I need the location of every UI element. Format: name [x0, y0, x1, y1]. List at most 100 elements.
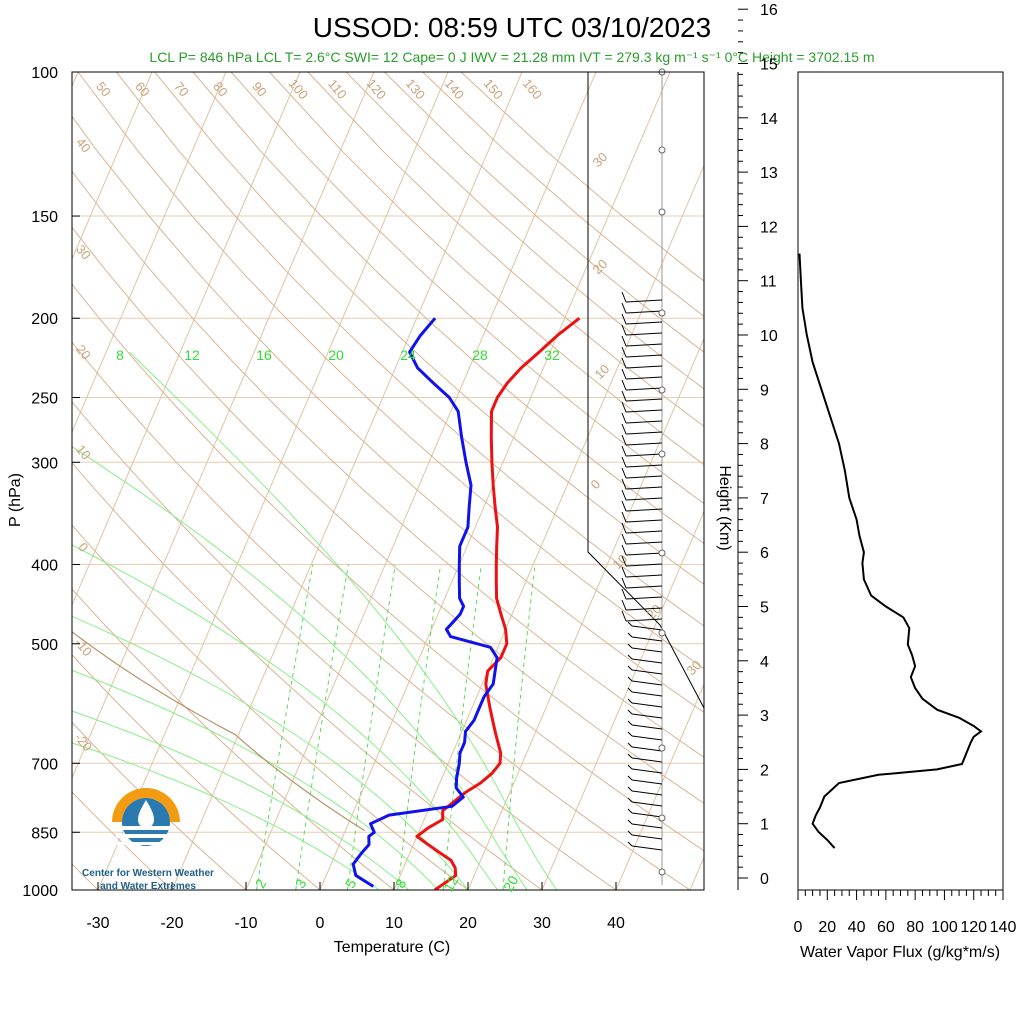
wind-barb	[625, 343, 663, 347]
wind-barb-flag	[627, 654, 633, 660]
height-tick-label: 0	[760, 871, 769, 888]
wind-barb	[625, 420, 663, 424]
dry-adiabat-line	[72, 170, 704, 758]
wind-barb	[625, 497, 663, 501]
wind-barb-flag	[627, 720, 633, 726]
wind-barb	[631, 812, 663, 818]
mixing-ratio-label: 28	[472, 347, 488, 363]
pressure-tick-label: 300	[31, 455, 58, 472]
wind-barb-flag	[621, 390, 627, 402]
wind-scale-label: 10	[592, 361, 613, 382]
mixing-ratio-line	[347, 564, 396, 890]
dry-adiabat-line	[72, 588, 395, 890]
height-tick-label: 1	[760, 817, 769, 834]
height-tick-label: 15	[760, 57, 778, 74]
flux-tick-label: 100	[931, 919, 958, 936]
dry-adiabat-label: 130	[403, 76, 428, 102]
isotherm-line	[72, 72, 301, 607]
wind-barb-flag	[621, 357, 627, 369]
logo-line-2: and Water Extremes	[100, 881, 196, 892]
dry-adiabat-label: 100	[286, 76, 311, 102]
moist-adiabat-line	[72, 615, 469, 890]
wind-level-marker	[658, 208, 666, 216]
pressure-tick-label: 500	[31, 637, 58, 654]
pressure-tick-label: 400	[31, 557, 58, 574]
wind-barb-flag	[621, 588, 627, 600]
skew-t-series	[351, 317, 581, 890]
pressure-tick-label: 150	[31, 209, 58, 226]
mixing-ratio-label: 2	[252, 876, 270, 891]
wind-barb-flag	[621, 368, 627, 380]
logo-line-1: Center for Western Weather	[82, 868, 214, 879]
height-tick-label: 16	[760, 2, 778, 19]
isotherm-line	[72, 72, 227, 434]
height-tick-label: 7	[760, 491, 769, 508]
isotherm-line	[467, 337, 704, 890]
mixing-ratio-label: 12	[184, 347, 200, 363]
wind-barb-flag	[627, 698, 633, 704]
wind-barb-flag	[627, 643, 633, 649]
wind-barb	[631, 691, 663, 697]
mixing-ratio-label: 3	[292, 876, 310, 891]
mixing-ratio-label: 16	[256, 347, 272, 363]
wind-level-marker	[658, 450, 666, 458]
temperature-tick-label: 30	[533, 915, 551, 932]
wind-barb	[625, 530, 663, 534]
dry-adiabat-label: 30	[73, 242, 94, 263]
height-tick-label: 4	[760, 654, 769, 671]
dry-adiabat-line	[269, 72, 704, 466]
temperature-tick-label: -30	[86, 915, 109, 932]
wind-barb	[631, 823, 663, 829]
wind-barb	[625, 442, 663, 446]
dry-adiabat-line	[72, 791, 173, 890]
isotherm-line	[764, 72, 1024, 890]
mixing-ratio-line	[256, 564, 314, 890]
wind-barb	[625, 596, 663, 600]
dry-adiabat-label: 40	[73, 135, 94, 156]
wind-barb-flag	[621, 599, 627, 611]
wind-barb-flag	[627, 841, 633, 847]
isotherm-line	[689, 856, 704, 890]
wind-barb	[625, 409, 663, 413]
flux-tick-label: 60	[877, 919, 895, 936]
mixing-ratio-label: 5	[342, 876, 360, 891]
temperature-tick-label: 0	[316, 915, 325, 932]
dry-adiabat-line	[77, 72, 704, 670]
isotherm-line	[319, 72, 671, 890]
wind-barb-flag	[621, 577, 627, 589]
wind-barb-flag	[627, 797, 633, 803]
moist-adiabat-line	[72, 669, 439, 890]
moist-adiabat-line	[72, 446, 528, 890]
mixing-ratio-label: 12	[440, 873, 462, 895]
flux-tick-label: 140	[990, 919, 1017, 936]
isotherm-line	[97, 72, 449, 890]
wind-barb-flag	[621, 511, 627, 523]
mixing-ratio-label: 20	[500, 873, 522, 895]
wind-level-marker	[658, 629, 666, 637]
skew-t-frame	[71, 71, 705, 891]
height-tick-label: 5	[760, 600, 769, 617]
wind-barb	[625, 475, 663, 479]
water-drop-icon	[138, 800, 154, 828]
wind-barb-flag	[621, 401, 627, 413]
dry-adiabat-line	[115, 72, 704, 627]
wind-barb-flag	[621, 478, 627, 490]
flux-frame	[797, 71, 1004, 891]
wind-barb	[625, 552, 663, 556]
wind-barb-flag	[621, 412, 627, 424]
flux-tick-label: 20	[818, 919, 836, 936]
wind-barb-flag	[621, 379, 627, 391]
wind-barb	[625, 376, 663, 380]
wind-barb-flag	[621, 302, 627, 314]
wind-barb	[631, 625, 663, 631]
wind-barb-flag	[621, 566, 627, 578]
wind-barb	[631, 757, 663, 763]
wind-barb	[631, 647, 663, 653]
pressure-tick-label: 700	[31, 756, 58, 773]
wind-barb	[631, 658, 663, 664]
wind-barb-flag	[627, 786, 633, 792]
wind-barb-flag	[621, 335, 627, 347]
